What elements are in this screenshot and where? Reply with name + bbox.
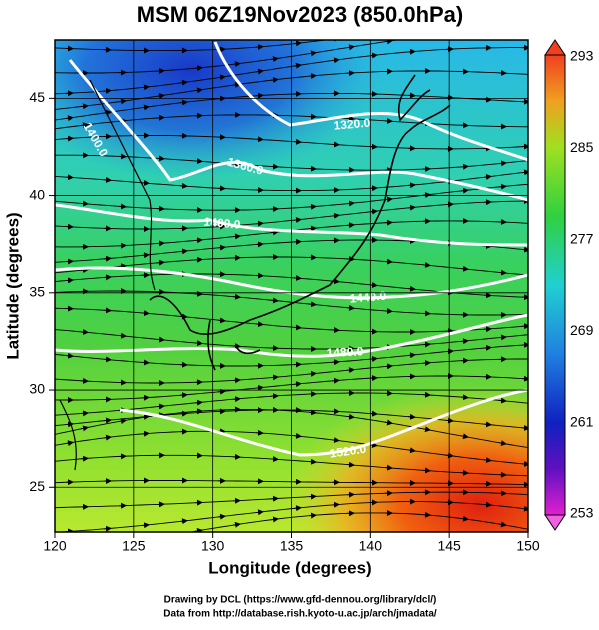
stream-arrow xyxy=(484,347,491,348)
stream-arrow xyxy=(522,9,529,10)
stream-arrow xyxy=(332,504,339,505)
credit: Data from http://database.rish.kyoto-u.a… xyxy=(163,609,437,620)
colorbar xyxy=(545,40,565,530)
stream-arrow xyxy=(537,183,544,184)
contour-label: 1480.0 xyxy=(326,344,364,360)
stream-arrow xyxy=(104,528,111,529)
stream-arrow xyxy=(104,180,111,181)
colorbar-max-arrow xyxy=(545,40,565,55)
stream-arrow xyxy=(347,465,354,466)
stream-arrow xyxy=(537,531,544,532)
stream-arrow xyxy=(347,308,354,309)
stream-arrow xyxy=(385,261,392,262)
x-tick-label: 135 xyxy=(280,538,304,554)
y-tick-label: 45 xyxy=(29,89,45,105)
colorbar-tick-label: 285 xyxy=(570,139,594,155)
stream-arrow xyxy=(271,377,278,378)
stream-arrow xyxy=(537,404,544,405)
stream-arrow xyxy=(499,27,506,28)
stream-arrow xyxy=(537,159,544,160)
y-tick-label: 35 xyxy=(29,284,45,300)
stream-arrow xyxy=(461,166,468,167)
y-tick-label: 25 xyxy=(29,478,45,494)
colorbar-tick-label: 293 xyxy=(570,48,594,64)
y-axis-label: Latitude (degrees) xyxy=(3,212,22,359)
stream-arrow xyxy=(142,433,149,434)
stream-arrow xyxy=(81,458,88,459)
stream-arrow xyxy=(370,32,377,33)
stream-arrow xyxy=(385,468,392,469)
stream-arrow xyxy=(256,47,263,48)
colorbar-tick-label: 269 xyxy=(570,322,594,338)
stream-arrow xyxy=(332,362,339,363)
stream-arrow xyxy=(157,262,164,263)
stream-arrow xyxy=(537,449,544,450)
stream-arrow xyxy=(180,186,187,187)
stream-arrow xyxy=(256,244,263,245)
stream-arrow xyxy=(332,380,339,381)
x-tick-label: 145 xyxy=(437,538,461,554)
x-tick-label: 125 xyxy=(122,538,146,554)
credit: Drawing by DCL (https://www.gfd-dennou.o… xyxy=(164,595,437,606)
stream-arrow xyxy=(81,203,88,204)
x-tick-label: 140 xyxy=(359,538,383,554)
stream-arrow xyxy=(233,297,240,298)
stream-arrow xyxy=(537,495,544,496)
x-tick-label: 130 xyxy=(201,538,225,554)
colorbar-body xyxy=(545,55,565,515)
colorbar-tick-label: 277 xyxy=(570,231,594,247)
stream-arrow xyxy=(142,183,149,184)
colorbar-min-arrow xyxy=(545,515,565,530)
stream-arrow xyxy=(423,35,430,36)
stream-arrow xyxy=(370,414,377,415)
stream-arrow xyxy=(195,343,202,344)
colorbar-tick-label: 253 xyxy=(570,505,594,521)
stream-arrow xyxy=(157,243,164,244)
stream-arrow xyxy=(233,399,240,400)
stream-arrow xyxy=(195,411,202,412)
x-tick-label: 120 xyxy=(43,538,67,554)
stream-arrow xyxy=(423,344,430,345)
stream-arrow xyxy=(81,413,88,414)
stream-arrow xyxy=(256,223,263,224)
stream-arrow xyxy=(294,327,301,328)
stream-arrow xyxy=(104,258,111,259)
stream-arrow xyxy=(423,515,430,516)
stream-arrow xyxy=(347,225,354,226)
stream-arrow xyxy=(309,462,316,463)
stream-arrow xyxy=(423,363,430,364)
stream-arrow xyxy=(461,31,468,32)
y-tick-label: 30 xyxy=(29,381,45,397)
stream-arrow xyxy=(104,90,111,91)
x-axis-label: Longitude (degrees) xyxy=(208,558,371,577)
x-tick-label: 150 xyxy=(516,538,540,554)
stream-arrow xyxy=(537,333,544,334)
stream-arrow xyxy=(180,395,187,396)
stream-arrow xyxy=(309,76,316,77)
stream-arrow xyxy=(294,278,301,279)
stream-arrow xyxy=(484,14,491,15)
stream-arrow xyxy=(81,549,88,550)
title: MSM 06Z19Nov2023 (850.0hPa) xyxy=(137,2,464,27)
stream-arrow xyxy=(537,276,544,277)
stream-arrow xyxy=(332,38,339,39)
stream-arrow xyxy=(66,280,73,281)
stream-arrow xyxy=(180,413,187,414)
stream-arrow xyxy=(142,313,149,314)
stream-arrow xyxy=(408,185,415,186)
stream-arrow xyxy=(385,311,392,312)
stream-arrow xyxy=(104,359,111,360)
colorbar-tick-label: 261 xyxy=(570,413,594,429)
stream-arrow xyxy=(157,537,164,538)
y-tick-label: 40 xyxy=(29,186,45,202)
stream-arrow xyxy=(309,515,316,516)
stream-arrow xyxy=(408,417,415,418)
stream-arrow xyxy=(484,504,491,505)
stream-arrow xyxy=(195,161,202,162)
stream-arrow xyxy=(309,206,316,207)
stream-arrow xyxy=(408,51,415,52)
stream-arrow xyxy=(461,397,468,398)
